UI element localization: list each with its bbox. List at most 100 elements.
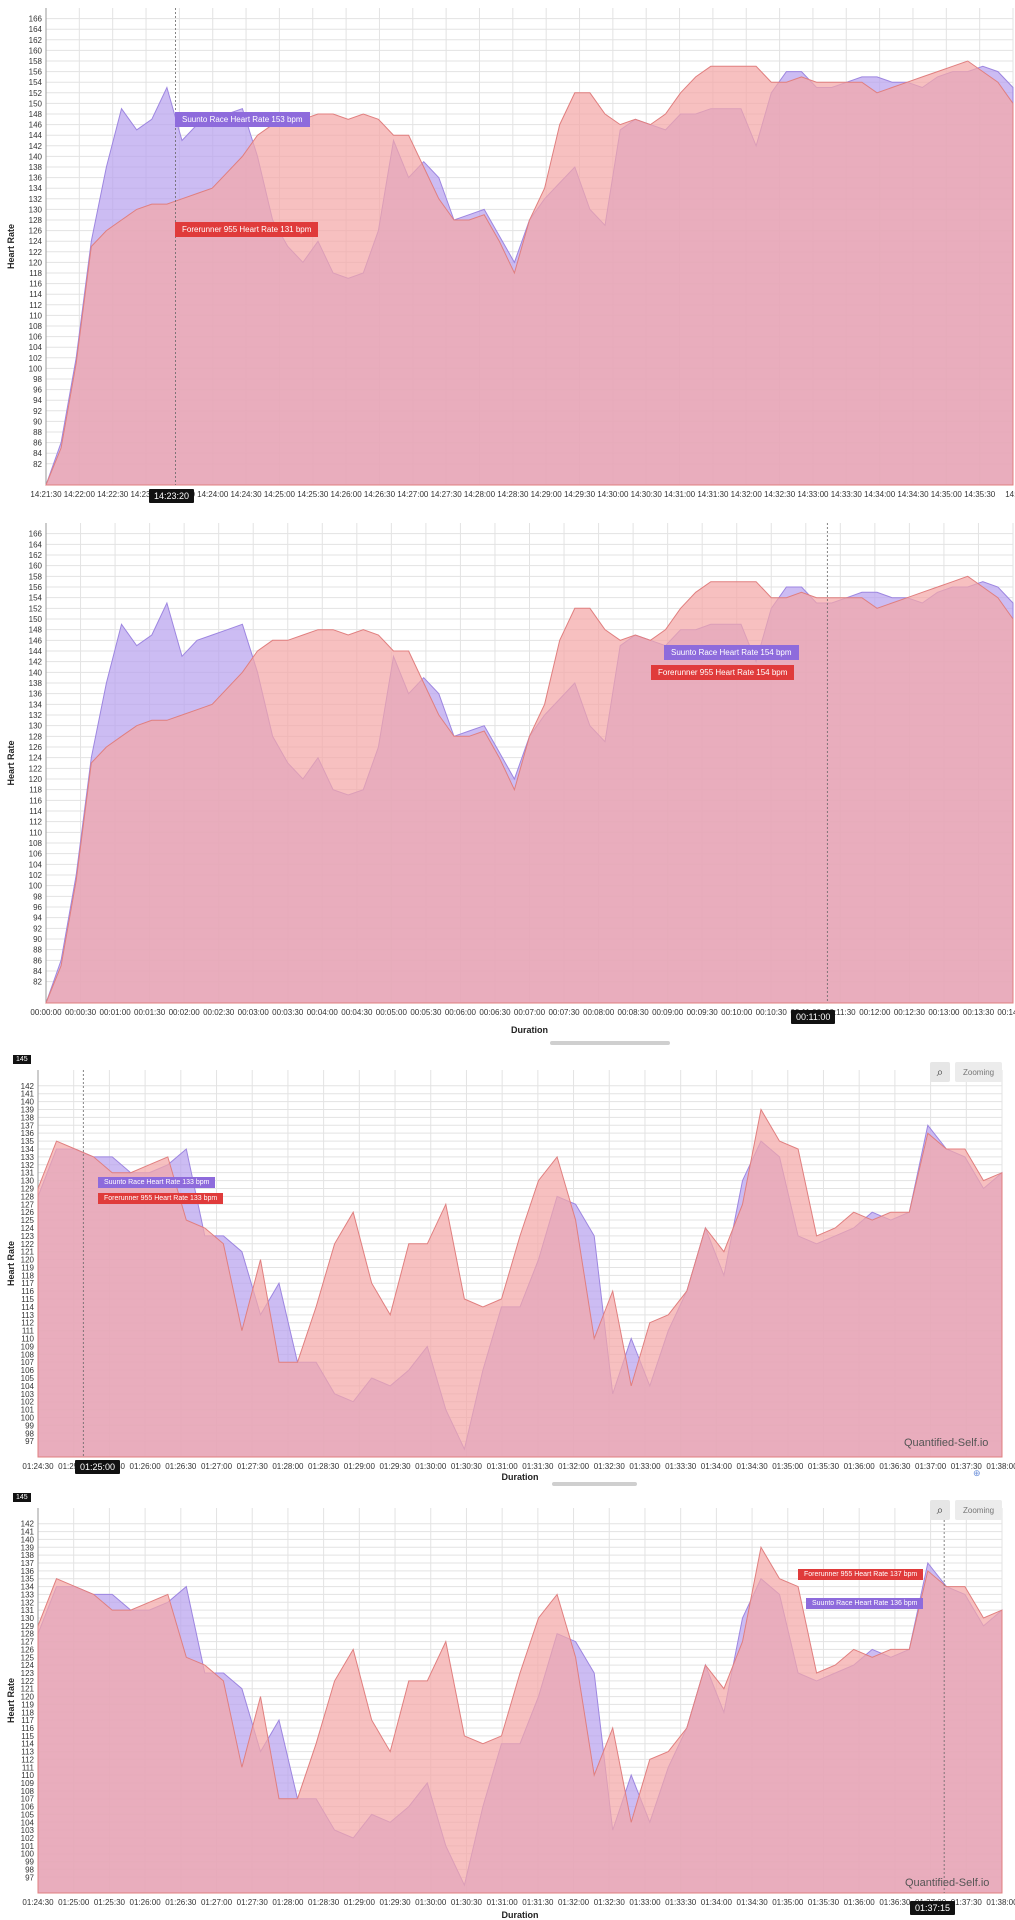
y-tick-label: 130	[21, 1614, 35, 1623]
y-tick-label: 128	[21, 1192, 35, 1201]
y-tick-label: 128	[29, 732, 43, 741]
x-tick-label: 01:25:00	[58, 1462, 90, 1471]
x-tick-label: 14:29:00	[531, 490, 563, 499]
horizontal-scrollbar[interactable]	[550, 1041, 670, 1045]
y-tick-label: 113	[21, 1311, 34, 1320]
y-tick-label: 116	[21, 1724, 34, 1733]
y-axis-title: Heart Rate	[6, 1241, 16, 1286]
tooltip-suunto: Suunto Race Heart Rate 133 bpm	[98, 1177, 216, 1188]
y-tick-label: 117	[21, 1279, 34, 1288]
x-tick-label: 01:31:00	[487, 1898, 519, 1907]
x-tick-label: 00:02:30	[203, 1008, 235, 1017]
y-tick-label: 118	[29, 269, 42, 278]
x-tick-label: 00:05:30	[410, 1008, 442, 1017]
x-tick-label: 01:27:00	[201, 1898, 233, 1907]
y-tick-label: 86	[33, 956, 42, 965]
y-tick-label: 120	[29, 775, 43, 784]
chart-3-svg[interactable]: 9798991001011021031041051061071081091101…	[0, 1052, 1015, 1484]
horizontal-scrollbar[interactable]	[552, 1482, 637, 1486]
y-tick-label: 106	[29, 850, 43, 859]
x-tick-label: 00:14:00	[997, 1008, 1015, 1017]
x-tick-label: 01:30:00	[415, 1898, 447, 1907]
y-tick-label: 117	[21, 1716, 34, 1725]
x-tick-label: 01:34:30	[737, 1898, 769, 1907]
cursor-time-label: 14:23:20	[149, 489, 195, 503]
y-tick-label: 116	[29, 796, 42, 805]
cursor-time-label: 01:25:00	[75, 1460, 121, 1474]
y-tick-label: 120	[21, 1256, 35, 1265]
y-tick-label: 158	[29, 572, 43, 581]
y-tick-label: 150	[29, 99, 43, 108]
chart-4-svg[interactable]: 9798991001011021031041051061071081091101…	[0, 1490, 1015, 1920]
heart-rate-chart-1: 82 84 86 88 90 92 94 96 98 100 102 104 106 108 110 112 1…	[0, 0, 1015, 512]
x-tick-label: 14:31:30	[697, 490, 729, 499]
y-tick-label: 106	[29, 333, 43, 342]
zooming-button[interactable]: Zooming	[955, 1500, 1003, 1520]
x-tick-label: 01:34:00	[701, 1898, 733, 1907]
search-icon[interactable]: ⌕	[930, 1500, 950, 1520]
y-tick-label: 127	[21, 1200, 35, 1209]
y-tick-label: 122	[21, 1677, 35, 1686]
x-tick-label: 14:24:30	[230, 490, 262, 499]
x-tick-label: 01:35:30	[808, 1462, 840, 1471]
y-tick-label: 160	[29, 46, 43, 55]
x-tick-label: 01:24:30	[22, 1898, 54, 1907]
x-tick-label: 01:29:00	[344, 1462, 376, 1471]
y-tick-label: 114	[21, 1303, 34, 1312]
x-tick-label: 01:31:30	[522, 1898, 554, 1907]
x-tick-label: 01:33:00	[629, 1462, 661, 1471]
x-tick-label: 00:01:30	[134, 1008, 166, 1017]
x-tick-label: 01:26:00	[130, 1898, 162, 1907]
y-tick-label: 100	[29, 364, 43, 373]
y-tick-label: 94	[33, 396, 42, 405]
y-tick-label: 100	[21, 1414, 35, 1423]
y-tick-label: 136	[29, 690, 43, 699]
x-tick-label: 01:32:00	[558, 1898, 590, 1907]
y-tick-label: 116	[21, 1287, 34, 1296]
y-tick-label: 134	[21, 1583, 35, 1592]
x-tick-label: 00:06:30	[479, 1008, 511, 1017]
y-tick-label: 105	[21, 1810, 35, 1819]
heart-rate-chart-4: 97 98 99 100 101 102 103 104 105 106 107 108 109 110 1…	[0, 1490, 1015, 1920]
y-tick-label: 111	[22, 1763, 35, 1772]
y-tick-label: 100	[21, 1850, 35, 1859]
y-tick-label: 125	[21, 1216, 35, 1225]
x-tick-label: 00:04:30	[341, 1008, 373, 1017]
x-tick-label: 01:33:30	[665, 1462, 697, 1471]
x-tick-label: 00:05:00	[376, 1008, 408, 1017]
y-tick-label: 140	[29, 152, 43, 161]
x-tick-label: 01:27:00	[201, 1462, 233, 1471]
reset-zoom-icon[interactable]: ⊕	[973, 1468, 981, 1478]
y-tick-label: 110	[29, 311, 42, 320]
x-tick-label: 01:36:30	[879, 1462, 911, 1471]
y-tick-label: 110	[21, 1771, 34, 1780]
y-tick-label: 121	[21, 1248, 35, 1257]
x-tick-label: 00:02:00	[169, 1008, 201, 1017]
y-tick-label: 82	[33, 460, 42, 469]
y-tick-label: 166	[29, 15, 43, 24]
y-tick-label: 128	[29, 216, 43, 225]
x-tick-label: 00:08:00	[583, 1008, 615, 1017]
x-tick-label: 00:01:00	[100, 1008, 132, 1017]
x-tick-label: 01:29:30	[379, 1898, 411, 1907]
y-tick-label: 118	[21, 1271, 34, 1280]
search-icon[interactable]: ⌕	[930, 1062, 950, 1082]
y-tick-label: 154	[29, 78, 43, 87]
y-tick-label: 123	[21, 1669, 35, 1678]
x-tick-label: 01:29:00	[344, 1898, 376, 1907]
y-tick-label: 112	[21, 1319, 34, 1328]
y-tick-label: 132	[21, 1598, 35, 1607]
x-tick-label: 14:31:00	[664, 490, 696, 499]
y-tick-label: 108	[21, 1787, 35, 1796]
y-tick-label: 100	[29, 882, 43, 891]
y-tick-label: 152	[29, 89, 43, 98]
tooltip-forerunner: Forerunner 955 Heart Rate 154 bpm	[651, 665, 795, 680]
x-tick-label: 01:35:00	[772, 1898, 804, 1907]
y-tick-label: 133	[21, 1153, 35, 1162]
tooltip-suunto: Suunto Race Heart Rate 154 bpm	[664, 645, 799, 660]
zooming-button[interactable]: Zooming	[955, 1062, 1003, 1082]
x-tick-label: 01:36:00	[844, 1462, 876, 1471]
x-tick-label: 01:28:00	[272, 1462, 304, 1471]
